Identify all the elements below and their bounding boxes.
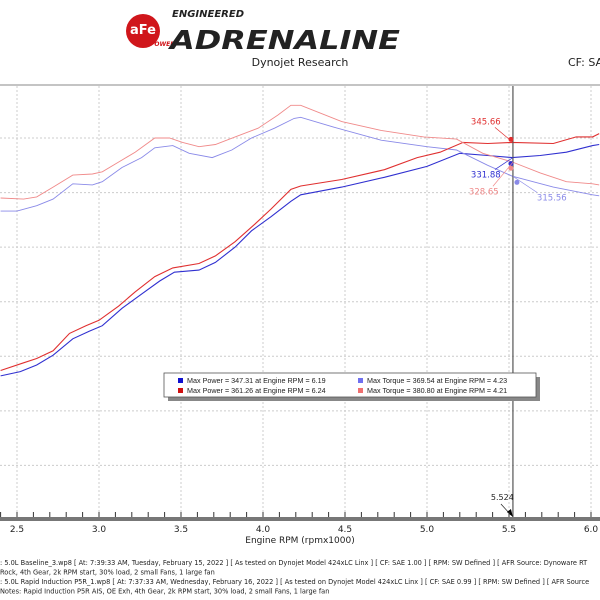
svg-text:aFe: aFe [130,23,156,38]
run-note-line: Rock, 4th Gear, 2k RPM start, 30% load, … [0,569,215,577]
legend-swatch [358,388,363,393]
correction-factor-label: CF: SA [568,56,600,69]
grid [0,86,600,517]
cursor-readout: 315.56 [537,193,567,203]
logo: aFe POWER ENGINEERED ADRENALINE [126,9,400,56]
legend-swatch [178,388,183,393]
run1-torque-line [0,116,600,212]
x-axis-label: Engine RPM (rpmx1000) [245,536,354,546]
run-notes: : 5.0L Baseline_3.wp8 [ At: 7:39:33 AM, … [0,559,589,596]
chart-subtitle: Dynojet Research [252,56,349,69]
x-axis-ticks: 2.5 3.0 3.5 4.0 4.5 5.0 5.5 6.0 [0,512,599,535]
legend-entry: Max Power = 361.26 at Engine RPM = 6.24 [187,386,326,395]
run-note-line: : 5.0L Rapid Induction P5R_1.wp8 [ At: 7… [0,578,589,586]
x-tick-label: 3.5 [174,525,188,535]
svg-text:ADRENALINE: ADRENALINE [168,26,401,56]
x-tick-label: 6.0 [584,525,599,535]
run2-power-line [0,133,600,372]
legend-entry: Max Power = 347.31 at Engine RPM = 6.19 [187,376,326,385]
x-tick-label: 5.0 [420,525,435,535]
legend-entry: Max Torque = 369.54 at Engine RPM = 4.23 [367,376,507,385]
cursor-readouts: 5.524 345.66 331.88 328.65 315.56 [469,117,567,517]
readout-marker-icon [508,161,514,167]
legend-entry: Max Torque = 380.80 at Engine RPM = 4.21 [367,386,507,395]
svg-text:ENGINEERED: ENGINEERED [172,9,244,20]
cursor-arrow-icon [506,509,513,517]
x-tick-label: 2.5 [10,525,24,535]
cursor-readout: 331.88 [471,171,501,181]
readout-marker-icon [508,165,514,171]
legend: Max Power = 347.31 at Engine RPM = 6.19 M… [163,372,540,401]
legend-swatch [178,378,183,383]
x-tick-label: 3.0 [92,525,107,535]
legend-swatch [358,378,363,383]
run-note-line: : 5.0L Baseline_3.wp8 [ At: 7:39:33 AM, … [0,559,588,567]
readout-marker-icon [508,136,514,142]
x-tick-label: 4.0 [256,525,271,535]
readout-marker-icon [514,179,520,185]
cursor-readout: 345.66 [471,117,501,127]
cursor-readout: 328.65 [469,187,499,197]
x-tick-label: 5.5 [502,525,516,535]
x-tick-label: 4.5 [338,525,352,535]
svg-text:POWER: POWER [150,41,175,48]
run1-power-line [0,143,600,377]
series-lines [0,104,600,377]
run2-torque-line [0,104,600,200]
cursor-rpm-label: 5.524 [491,493,514,502]
x-axis-bar [0,517,600,521]
run-note-line: Notes: Rapid Induction P5R AIS, OE Exh, … [0,588,329,596]
